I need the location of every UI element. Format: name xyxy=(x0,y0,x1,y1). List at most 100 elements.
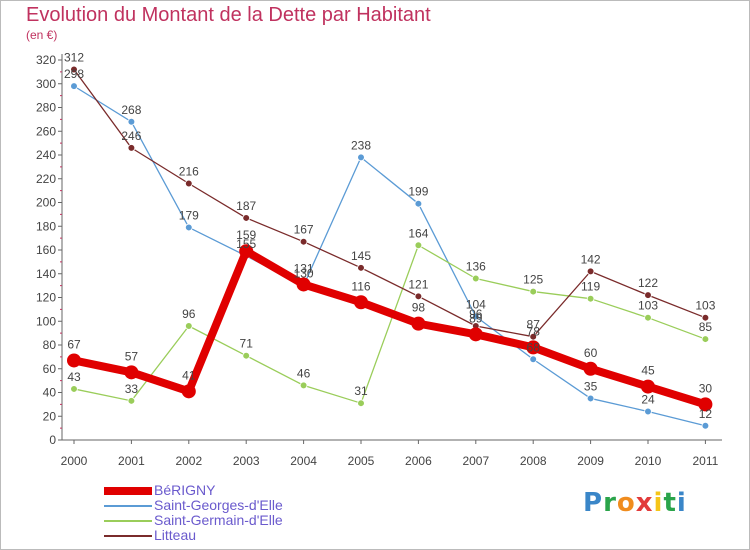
data-point xyxy=(414,199,423,208)
data-point xyxy=(414,292,423,301)
data-point xyxy=(70,65,78,74)
data-label: 142 xyxy=(581,252,601,266)
data-point xyxy=(185,322,193,330)
data-point xyxy=(357,153,365,162)
data-label: 12 xyxy=(699,407,713,421)
data-point xyxy=(529,355,537,364)
y-tick-label: 20 xyxy=(43,409,57,423)
data-label: 98 xyxy=(412,301,426,315)
y-tick-label: 180 xyxy=(36,219,56,233)
data-point xyxy=(70,385,78,393)
data-point xyxy=(526,340,541,355)
legend-swatch xyxy=(104,535,152,537)
data-label: 87 xyxy=(527,318,541,332)
data-point xyxy=(242,214,251,222)
data-point xyxy=(357,399,365,407)
series-line xyxy=(73,68,707,338)
logo-letter: P xyxy=(583,488,604,518)
legend-label: Saint-Georges-d'Elle xyxy=(154,497,283,513)
data-label: 216 xyxy=(179,165,199,179)
data-point xyxy=(185,179,193,188)
y-tick-label: 80 xyxy=(43,338,57,352)
data-point xyxy=(127,144,136,152)
x-tick-label: 2005 xyxy=(348,454,375,468)
data-point xyxy=(299,381,308,390)
series-line xyxy=(73,85,707,427)
data-label: 159 xyxy=(236,228,256,242)
data-label: 103 xyxy=(638,299,658,313)
data-point xyxy=(299,237,308,246)
data-point xyxy=(411,316,426,331)
data-point xyxy=(644,313,652,322)
x-tick-label: 2000 xyxy=(61,454,88,468)
data-point xyxy=(644,291,652,299)
data-point xyxy=(586,294,595,303)
x-tick-label: 2003 xyxy=(233,454,260,468)
data-label: 96 xyxy=(469,307,483,321)
data-label: 125 xyxy=(523,273,543,287)
data-label: 71 xyxy=(240,337,254,351)
data-point xyxy=(701,313,710,322)
data-label: 155 xyxy=(236,237,256,251)
data-point xyxy=(127,397,136,405)
data-point xyxy=(586,267,595,276)
legend-label: Litteau xyxy=(154,527,197,543)
data-label: 60 xyxy=(584,346,598,360)
y-tick-label: 0 xyxy=(49,433,56,447)
data-point xyxy=(471,312,480,321)
logo-letter: i xyxy=(653,488,664,518)
data-label: 45 xyxy=(641,364,655,378)
data-label: 136 xyxy=(466,260,486,274)
data-label: 30 xyxy=(699,381,713,395)
data-label: 130 xyxy=(294,267,314,281)
data-label: 312 xyxy=(64,51,84,65)
x-tick-label: 2010 xyxy=(635,454,662,468)
data-label: 103 xyxy=(695,299,715,313)
logo-letter: r xyxy=(603,488,617,518)
y-tick-label: 120 xyxy=(36,291,56,305)
data-label: 187 xyxy=(236,199,256,213)
y-tick-label: 260 xyxy=(36,124,56,138)
data-label: 43 xyxy=(67,370,81,384)
data-point xyxy=(296,277,311,292)
data-label: 96 xyxy=(182,307,196,321)
legend-swatch xyxy=(104,505,152,507)
x-tick-label: 2001 xyxy=(118,454,145,468)
data-point xyxy=(586,394,595,403)
data-label: 24 xyxy=(641,393,655,407)
y-tick-label: 320 xyxy=(36,53,56,67)
data-point xyxy=(468,327,483,342)
data-point xyxy=(414,241,423,250)
data-point xyxy=(70,82,78,90)
data-point xyxy=(644,407,652,416)
data-label: 78 xyxy=(527,324,541,338)
data-label: 121 xyxy=(408,277,428,291)
data-label: 41 xyxy=(182,368,196,382)
data-label: 298 xyxy=(64,67,84,81)
x-tick-label: 2008 xyxy=(520,454,547,468)
data-label: 122 xyxy=(638,276,658,290)
x-tick-label: 2002 xyxy=(175,454,202,468)
data-label: 85 xyxy=(699,320,713,334)
data-point xyxy=(701,421,710,430)
data-point xyxy=(185,223,193,232)
data-label: 104 xyxy=(466,298,486,312)
data-point xyxy=(67,353,81,368)
legend-swatch xyxy=(104,487,152,495)
x-tick-label: 2006 xyxy=(405,454,432,468)
data-point xyxy=(127,117,136,126)
data-point xyxy=(239,244,254,259)
data-label: 238 xyxy=(351,138,371,152)
logo-letter: i xyxy=(676,488,687,518)
data-label: 119 xyxy=(581,280,600,294)
proxiti-logo: Proxiti xyxy=(583,488,687,518)
y-tick-label: 100 xyxy=(36,314,56,328)
y-tick-label: 140 xyxy=(36,267,56,281)
data-label: 167 xyxy=(294,223,314,237)
data-label: 67 xyxy=(67,337,81,351)
y-tick-label: 220 xyxy=(36,172,56,186)
data-point xyxy=(529,287,537,296)
data-label: 179 xyxy=(179,208,199,222)
data-point xyxy=(583,361,598,376)
